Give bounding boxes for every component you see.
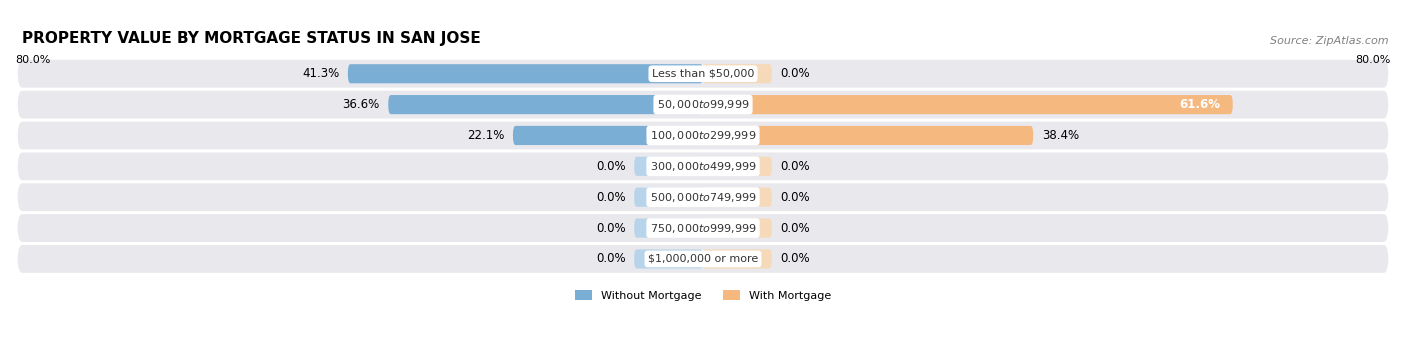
FancyBboxPatch shape	[703, 157, 772, 176]
FancyBboxPatch shape	[703, 126, 1033, 145]
Text: 0.0%: 0.0%	[780, 67, 810, 80]
Text: 38.4%: 38.4%	[1042, 129, 1078, 142]
Text: 22.1%: 22.1%	[467, 129, 505, 142]
FancyBboxPatch shape	[18, 152, 1388, 180]
Text: 0.0%: 0.0%	[780, 222, 810, 235]
Text: $1,000,000 or more: $1,000,000 or more	[648, 254, 758, 264]
Text: 80.0%: 80.0%	[1355, 55, 1391, 65]
Text: $300,000 to $499,999: $300,000 to $499,999	[650, 160, 756, 173]
FancyBboxPatch shape	[703, 219, 772, 238]
Text: $500,000 to $749,999: $500,000 to $749,999	[650, 191, 756, 204]
FancyBboxPatch shape	[634, 219, 703, 238]
FancyBboxPatch shape	[18, 214, 1388, 242]
Text: 0.0%: 0.0%	[596, 160, 626, 173]
FancyBboxPatch shape	[388, 95, 703, 114]
FancyBboxPatch shape	[18, 183, 1388, 211]
FancyBboxPatch shape	[18, 122, 1388, 149]
Text: 0.0%: 0.0%	[596, 252, 626, 265]
FancyBboxPatch shape	[703, 64, 772, 83]
FancyBboxPatch shape	[634, 249, 703, 268]
FancyBboxPatch shape	[18, 245, 1388, 273]
Text: PROPERTY VALUE BY MORTGAGE STATUS IN SAN JOSE: PROPERTY VALUE BY MORTGAGE STATUS IN SAN…	[22, 31, 481, 46]
Text: Less than $50,000: Less than $50,000	[652, 69, 754, 79]
Text: 80.0%: 80.0%	[15, 55, 51, 65]
FancyBboxPatch shape	[634, 188, 703, 207]
Text: $50,000 to $99,999: $50,000 to $99,999	[657, 98, 749, 111]
Text: 36.6%: 36.6%	[343, 98, 380, 111]
FancyBboxPatch shape	[703, 95, 1233, 114]
Text: 0.0%: 0.0%	[780, 252, 810, 265]
Text: Source: ZipAtlas.com: Source: ZipAtlas.com	[1270, 36, 1388, 46]
Text: 0.0%: 0.0%	[780, 191, 810, 204]
Text: 0.0%: 0.0%	[596, 191, 626, 204]
FancyBboxPatch shape	[513, 126, 703, 145]
Text: 61.6%: 61.6%	[1178, 98, 1220, 111]
FancyBboxPatch shape	[703, 249, 772, 268]
Text: $750,000 to $999,999: $750,000 to $999,999	[650, 222, 756, 235]
FancyBboxPatch shape	[18, 91, 1388, 118]
Text: $100,000 to $299,999: $100,000 to $299,999	[650, 129, 756, 142]
FancyBboxPatch shape	[703, 188, 772, 207]
FancyBboxPatch shape	[347, 64, 703, 83]
Legend: Without Mortgage, With Mortgage: Without Mortgage, With Mortgage	[571, 286, 835, 306]
FancyBboxPatch shape	[634, 157, 703, 176]
Text: 41.3%: 41.3%	[302, 67, 339, 80]
Text: 0.0%: 0.0%	[596, 222, 626, 235]
Text: 0.0%: 0.0%	[780, 160, 810, 173]
FancyBboxPatch shape	[18, 60, 1388, 88]
